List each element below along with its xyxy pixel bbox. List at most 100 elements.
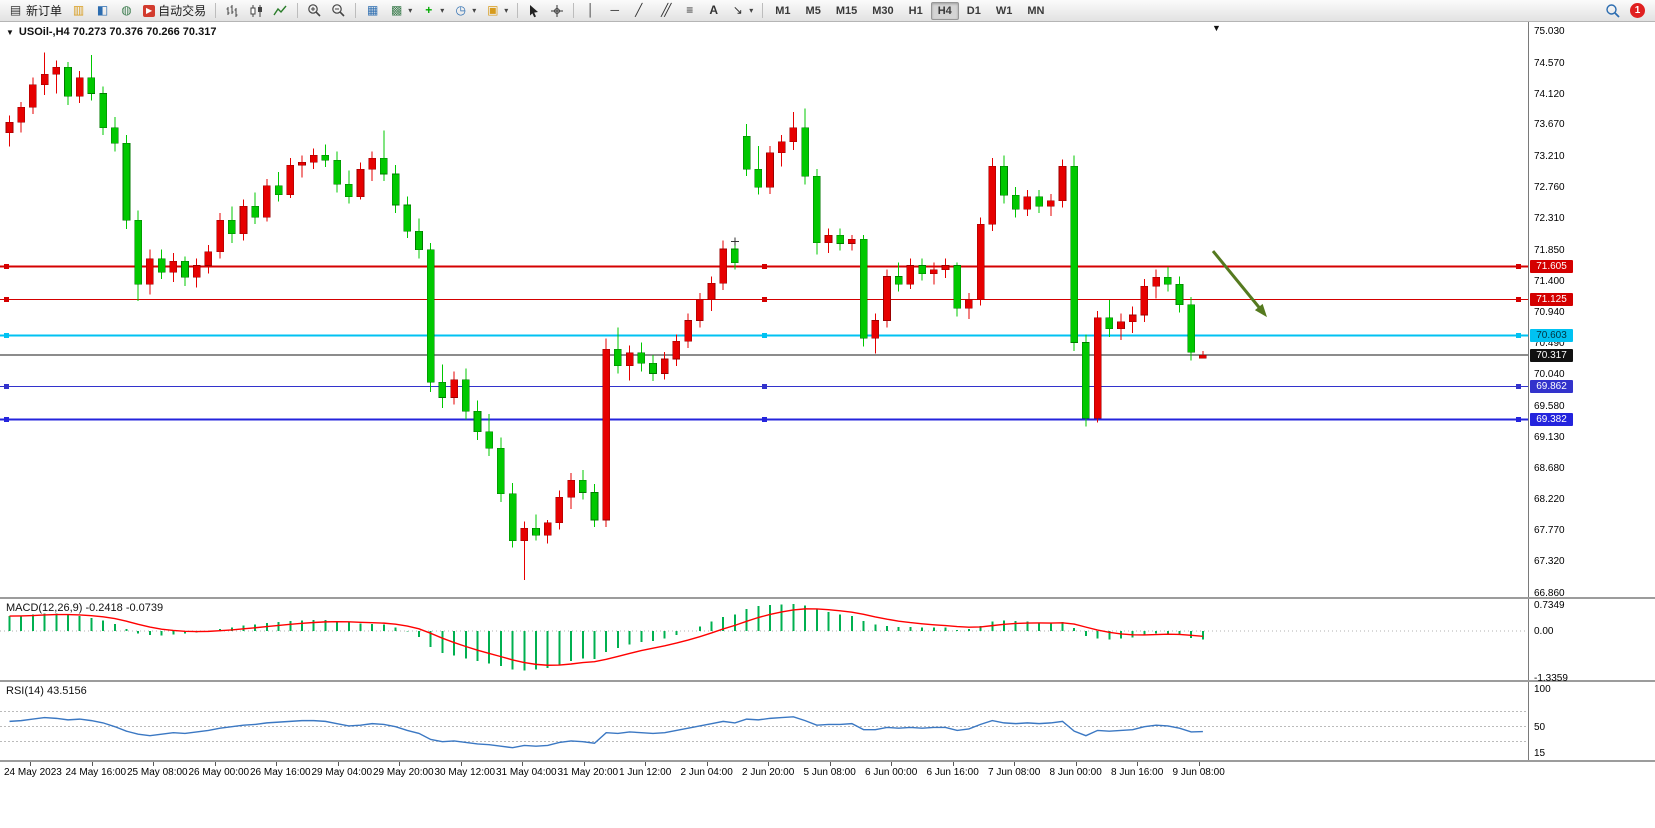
tile-windows-button[interactable]: ▦ (361, 1, 384, 21)
timeframe-d1[interactable]: D1 (966, 4, 981, 17)
periods-button[interactable]: ◷ ▾ (449, 1, 480, 21)
timeframe-m30[interactable]: M30 (872, 4, 894, 17)
price-axis-label: 72.310 (1534, 213, 1565, 225)
candle (263, 185, 271, 218)
timeframe-h4[interactable]: H4 (930, 1, 959, 20)
timeframe-mn[interactable]: MN (1027, 4, 1045, 17)
bar-chart-icon (226, 4, 238, 17)
price-axis-label: 70.040 (1534, 369, 1565, 381)
price-axis-label: 68.220 (1534, 494, 1565, 506)
zoom-out-button[interactable] (327, 1, 350, 21)
trendline-tool[interactable]: ╱ (627, 1, 650, 21)
candlestick-chart[interactable] (0, 22, 1528, 597)
hline-handle[interactable] (4, 383, 9, 389)
market-watch-button[interactable]: ◧ (91, 1, 114, 21)
candlestick-mode-button[interactable] (245, 1, 268, 21)
channel-tool[interactable]: ╱╱ (651, 1, 677, 21)
cursor-icon (530, 4, 539, 17)
hline-handle[interactable] (762, 416, 767, 422)
clock-icon: ◷ (455, 3, 466, 17)
timeframe-w1[interactable]: W1 (995, 4, 1013, 17)
autotrading-button[interactable]: ▶ 自动交易 (139, 1, 210, 21)
hline-handle[interactable] (1516, 297, 1521, 303)
candle (707, 283, 716, 301)
line-chart-mode-button[interactable] (269, 1, 292, 21)
hline-handle[interactable] (1516, 416, 1521, 422)
candle (497, 448, 505, 495)
toolbar-separator (762, 3, 764, 18)
templates-button[interactable]: ▣ ▾ (481, 1, 512, 21)
timeframe-h1[interactable]: H1 (908, 4, 923, 17)
hline-handle[interactable] (4, 416, 9, 422)
crosshair-tool-button[interactable] (546, 1, 568, 21)
timeframe-m1[interactable]: M1 (775, 4, 791, 17)
candle (941, 265, 950, 270)
candle (1000, 166, 1008, 196)
price-tag-71.125: 71.125 (1530, 293, 1573, 307)
candle (1058, 166, 1067, 202)
hline-handle[interactable] (1516, 332, 1521, 338)
tile-windows-icon: ▦ (367, 3, 379, 17)
time-axis-tick (891, 762, 892, 766)
hline-handle[interactable] (762, 383, 767, 389)
data-window-icon: ◍ (121, 3, 132, 17)
hline-handle[interactable] (762, 332, 767, 338)
macd-axis-label: 0.7349 (1534, 599, 1565, 611)
symbol-dropdown-icon[interactable]: ▼ (6, 27, 14, 37)
candle (719, 248, 728, 284)
vertical-line-tool[interactable]: │ (579, 1, 602, 21)
chart-shift-marker[interactable]: ▼ (1212, 23, 1221, 33)
search-button[interactable] (1601, 1, 1625, 21)
cursor-tool-button[interactable] (523, 1, 545, 21)
hline-handle[interactable] (4, 297, 9, 303)
trendline-icon: ╱ (635, 3, 643, 17)
time-axis-label: 1 Jun 12:00 (619, 767, 672, 778)
hline-handle[interactable] (762, 297, 767, 303)
time-axis-tick (583, 762, 585, 766)
indicators-button[interactable]: + ▾ (417, 1, 448, 21)
new-order-button[interactable]: ▤ 新订单 (4, 1, 66, 21)
data-window-button[interactable]: ◍ (115, 1, 138, 21)
price-axis[interactable]: 75.030 74.570 74.120 73.670 73.210 72.760 72.3… (1528, 22, 1655, 762)
rsi-panel[interactable]: RSI(14) 43.5156 (0, 682, 1528, 760)
candle (684, 320, 692, 342)
price-axis-label: 73.210 (1534, 151, 1565, 163)
timeframe-m15[interactable]: M15 (835, 4, 858, 17)
hline-handle[interactable] (1516, 383, 1521, 389)
panel-separator[interactable] (0, 760, 1655, 762)
macd-panel[interactable]: MACD(12,26,9) -0.2418 -0.0739 (0, 599, 1528, 680)
arrows-tool[interactable]: ↘ ▾ (726, 1, 757, 21)
hline-handle[interactable] (4, 264, 9, 270)
main-chart-panel[interactable]: ▼ USOil-,H4 70.273 70.376 70.266 70.317 … (0, 22, 1528, 597)
zoom-in-button[interactable] (303, 1, 326, 21)
text-tool[interactable]: A (702, 1, 725, 21)
candle (134, 219, 142, 285)
hline-handle[interactable] (1516, 264, 1521, 270)
candle (1082, 342, 1090, 419)
bar-chart-mode-button[interactable] (221, 1, 244, 21)
time-axis-label: 7 Jun 08:00 (988, 767, 1041, 778)
new-chart-icon: ▩ (391, 3, 403, 17)
time-axis-tick (1075, 762, 1077, 766)
arrow-annotation[interactable] (1254, 303, 1267, 318)
market-watch-icon: ◧ (96, 3, 109, 17)
time-axis[interactable]: 24 May 2023 24 May 16:00 25 May 08:00 26 Ma… (0, 762, 1528, 782)
fibonacci-tool[interactable]: ≡ (678, 1, 701, 21)
panel-separator[interactable] (0, 680, 1655, 682)
hline-handle[interactable] (762, 264, 767, 270)
panel-separator[interactable] (0, 597, 1655, 599)
chart-window-button[interactable]: ▥ (67, 1, 90, 21)
candle (17, 106, 26, 123)
candle (181, 261, 189, 278)
horizontal-line-tool[interactable]: ─ (603, 1, 626, 21)
candle (157, 258, 166, 273)
candle (520, 527, 529, 541)
candle (590, 492, 599, 521)
candle (333, 159, 341, 185)
notification-badge[interactable]: 1 (1630, 3, 1645, 18)
new-chart-button[interactable]: ▩ ▾ (385, 1, 416, 21)
timeframe-m5[interactable]: M5 (805, 4, 821, 17)
time-axis-tick (706, 762, 708, 766)
hline-handle[interactable] (4, 332, 9, 338)
